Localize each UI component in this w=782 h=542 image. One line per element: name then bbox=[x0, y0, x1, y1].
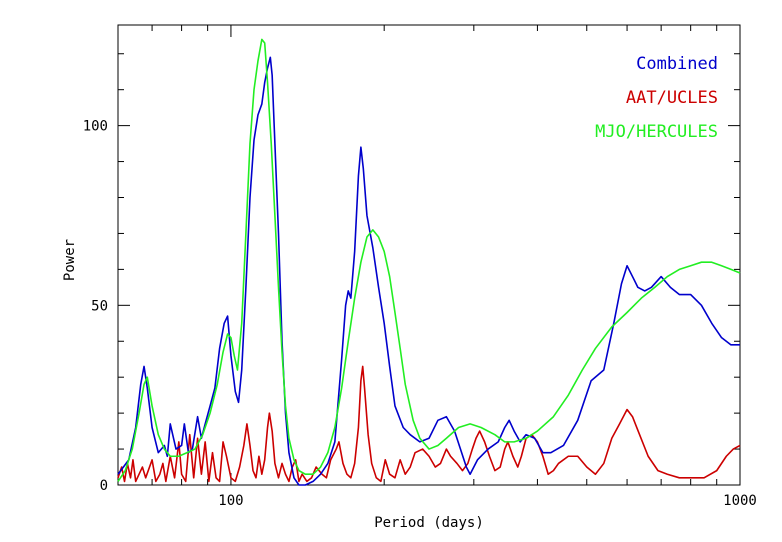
legend-label-aat-ucles: AAT/UCLES bbox=[626, 88, 718, 108]
legend-label-combined: Combined bbox=[636, 54, 718, 74]
x-tick-label: 100 bbox=[218, 493, 243, 509]
y-tick-label: 100 bbox=[83, 119, 108, 135]
legend: Combined AAT/UCLES MJO/HERCULES bbox=[595, 54, 718, 142]
plot-frame bbox=[117, 24, 741, 486]
axis-ticks bbox=[117, 25, 741, 486]
legend-label-mjo-hercules: MJO/HERCULES bbox=[595, 122, 718, 142]
series-line-aat-ucles bbox=[117, 365, 741, 483]
tick-labels: 100 1000 0 50 100 bbox=[83, 119, 757, 509]
y-tick-label: 0 bbox=[100, 478, 108, 494]
series-line-mjo-hercules bbox=[117, 38, 741, 482]
series-lines bbox=[117, 38, 741, 486]
x-tick-label: 1000 bbox=[723, 493, 757, 509]
x-axis-label: Period (days) bbox=[374, 515, 484, 531]
y-tick-label: 50 bbox=[91, 298, 108, 314]
y-axis-label: Power bbox=[62, 239, 78, 281]
